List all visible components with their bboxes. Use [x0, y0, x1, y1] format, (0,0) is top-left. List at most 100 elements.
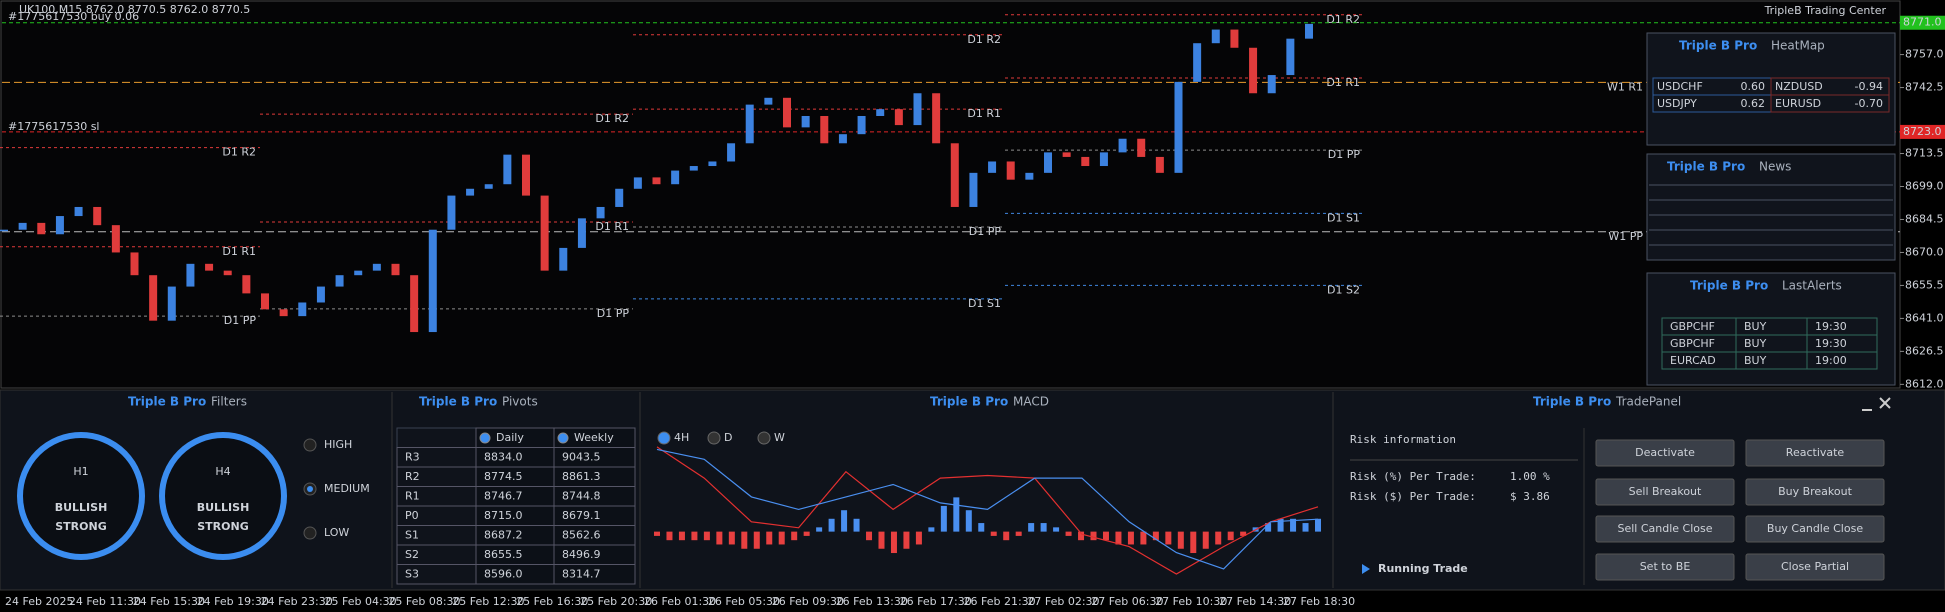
pivot-cell-text: 8496.9	[562, 548, 601, 561]
candle	[596, 206, 605, 219]
macd-bar	[1003, 531, 1010, 541]
button[interactable]	[1595, 439, 1735, 467]
heatmap-value: -0.94	[1855, 80, 1883, 93]
running-trade[interactable]: Running Trade	[1378, 562, 1468, 575]
pivot-cell-text: 8314.7	[562, 567, 601, 580]
candle	[484, 184, 493, 189]
macd-bar	[791, 531, 798, 541]
macd-bar	[778, 531, 785, 545]
x-tick-label: 25 Feb 12:30	[452, 595, 524, 608]
button[interactable]	[1595, 553, 1735, 581]
column-header: Weekly	[574, 431, 614, 444]
heatmap-symbol: EURUSD	[1775, 97, 1821, 110]
macd-bar	[1290, 518, 1297, 532]
pivot-cell-text: 8715.0	[484, 509, 523, 522]
candle	[55, 216, 64, 235]
candle	[410, 275, 419, 333]
candle	[111, 225, 120, 253]
panel-title: HeatMap	[1771, 39, 1825, 53]
order-label: #1775617530 sl	[8, 120, 100, 133]
pivot-label: D1 R2	[222, 146, 256, 159]
candle	[1081, 156, 1090, 167]
macd-bar	[853, 518, 860, 532]
button-bg	[1745, 515, 1885, 543]
macd-bar	[678, 531, 685, 541]
panel-brand: Triple B Pro	[419, 395, 497, 409]
filter-option[interactable]	[303, 526, 317, 540]
pivot-label: D1 R1	[595, 220, 629, 233]
macd-bar	[828, 518, 835, 532]
candle	[857, 115, 866, 135]
pivot-cell-text: 8596.0	[484, 567, 523, 580]
macd-bar	[716, 531, 723, 545]
column-header: Daily	[496, 431, 524, 444]
macd-bar	[1152, 531, 1159, 541]
panel-title: MACD	[1013, 395, 1049, 409]
button-label: Buy Candle Close	[1767, 522, 1863, 535]
macd-bar	[953, 497, 960, 532]
button[interactable]	[1595, 478, 1735, 506]
filter-option[interactable]	[303, 482, 317, 496]
macd-bar	[915, 531, 922, 545]
button[interactable]	[1745, 553, 1885, 581]
panel-title: Pivots	[502, 395, 538, 409]
candle	[18, 222, 27, 230]
pivot-cell-text: S3	[405, 567, 419, 580]
timeframe-tab[interactable]	[757, 431, 771, 445]
y-tick-label: 8626.5	[1905, 344, 1944, 357]
x-tick-label: 26 Feb 05:30	[708, 595, 780, 608]
button-bg	[1595, 478, 1735, 506]
macd-bar	[666, 531, 673, 541]
x-tick-label: 25 Feb 08:30	[388, 595, 460, 608]
candle	[391, 263, 400, 276]
panel-brand: Triple B Pro	[1533, 395, 1611, 409]
candle	[615, 188, 624, 207]
x-tick-label: 27 Feb 18:30	[1283, 595, 1355, 608]
macd-bar	[1078, 531, 1085, 541]
expand-icon[interactable]	[1362, 564, 1370, 574]
timeframe-tab[interactable]	[657, 431, 671, 445]
radio	[303, 438, 317, 452]
panel-title: TradePanel	[1615, 395, 1681, 409]
button[interactable]	[1595, 515, 1735, 543]
panel-title: LastAlerts	[1782, 279, 1842, 293]
button[interactable]	[1745, 439, 1885, 467]
chart-area	[0, 0, 1901, 389]
panel-brand: Triple B Pro	[1690, 279, 1768, 293]
x-tick-label: 24 Feb 15:30	[133, 595, 205, 608]
risk-label: Risk ($) Per Trade:	[1350, 490, 1476, 503]
radio	[707, 431, 721, 445]
pivot-label: D1 R2	[967, 33, 1001, 46]
button-bg	[1595, 439, 1735, 467]
panel-brand: Triple B Pro	[1667, 160, 1745, 174]
candle	[261, 293, 269, 310]
heatmap-value: -0.70	[1855, 97, 1883, 110]
pivot-label: D1 R2	[595, 112, 629, 125]
candle	[428, 229, 437, 333]
macd-line	[656, 446, 1319, 575]
radio	[657, 431, 671, 445]
x-tick-label: 26 Feb 17:30	[900, 595, 972, 608]
x-tick-label: 26 Feb 13:30	[836, 595, 908, 608]
candle	[820, 115, 829, 144]
pivot-label: D1 R1	[967, 107, 1001, 120]
button[interactable]	[1745, 515, 1885, 543]
alert-text: BUY	[1744, 337, 1767, 350]
panel	[1646, 272, 1896, 386]
panel-title: Filters	[211, 395, 247, 409]
candle	[540, 195, 549, 271]
macd-bar	[1040, 523, 1047, 532]
filter-option[interactable]	[303, 438, 317, 452]
risk-value: 1.00 %	[1510, 470, 1550, 483]
gauge-state: STRONG	[55, 520, 106, 533]
button[interactable]	[1745, 478, 1885, 506]
close-icon[interactable]	[1879, 397, 1891, 409]
x-tick-label: 26 Feb 09:30	[772, 595, 844, 608]
candle	[727, 143, 736, 162]
risk-title: Risk information	[1350, 433, 1456, 446]
x-tick-label: 27 Feb 10:30	[1155, 595, 1227, 608]
timeframe-tab[interactable]	[707, 431, 721, 445]
button-bg	[1745, 478, 1885, 506]
x-tick-label: 27 Feb 06:30	[1091, 595, 1163, 608]
gauge-ring	[159, 432, 287, 560]
